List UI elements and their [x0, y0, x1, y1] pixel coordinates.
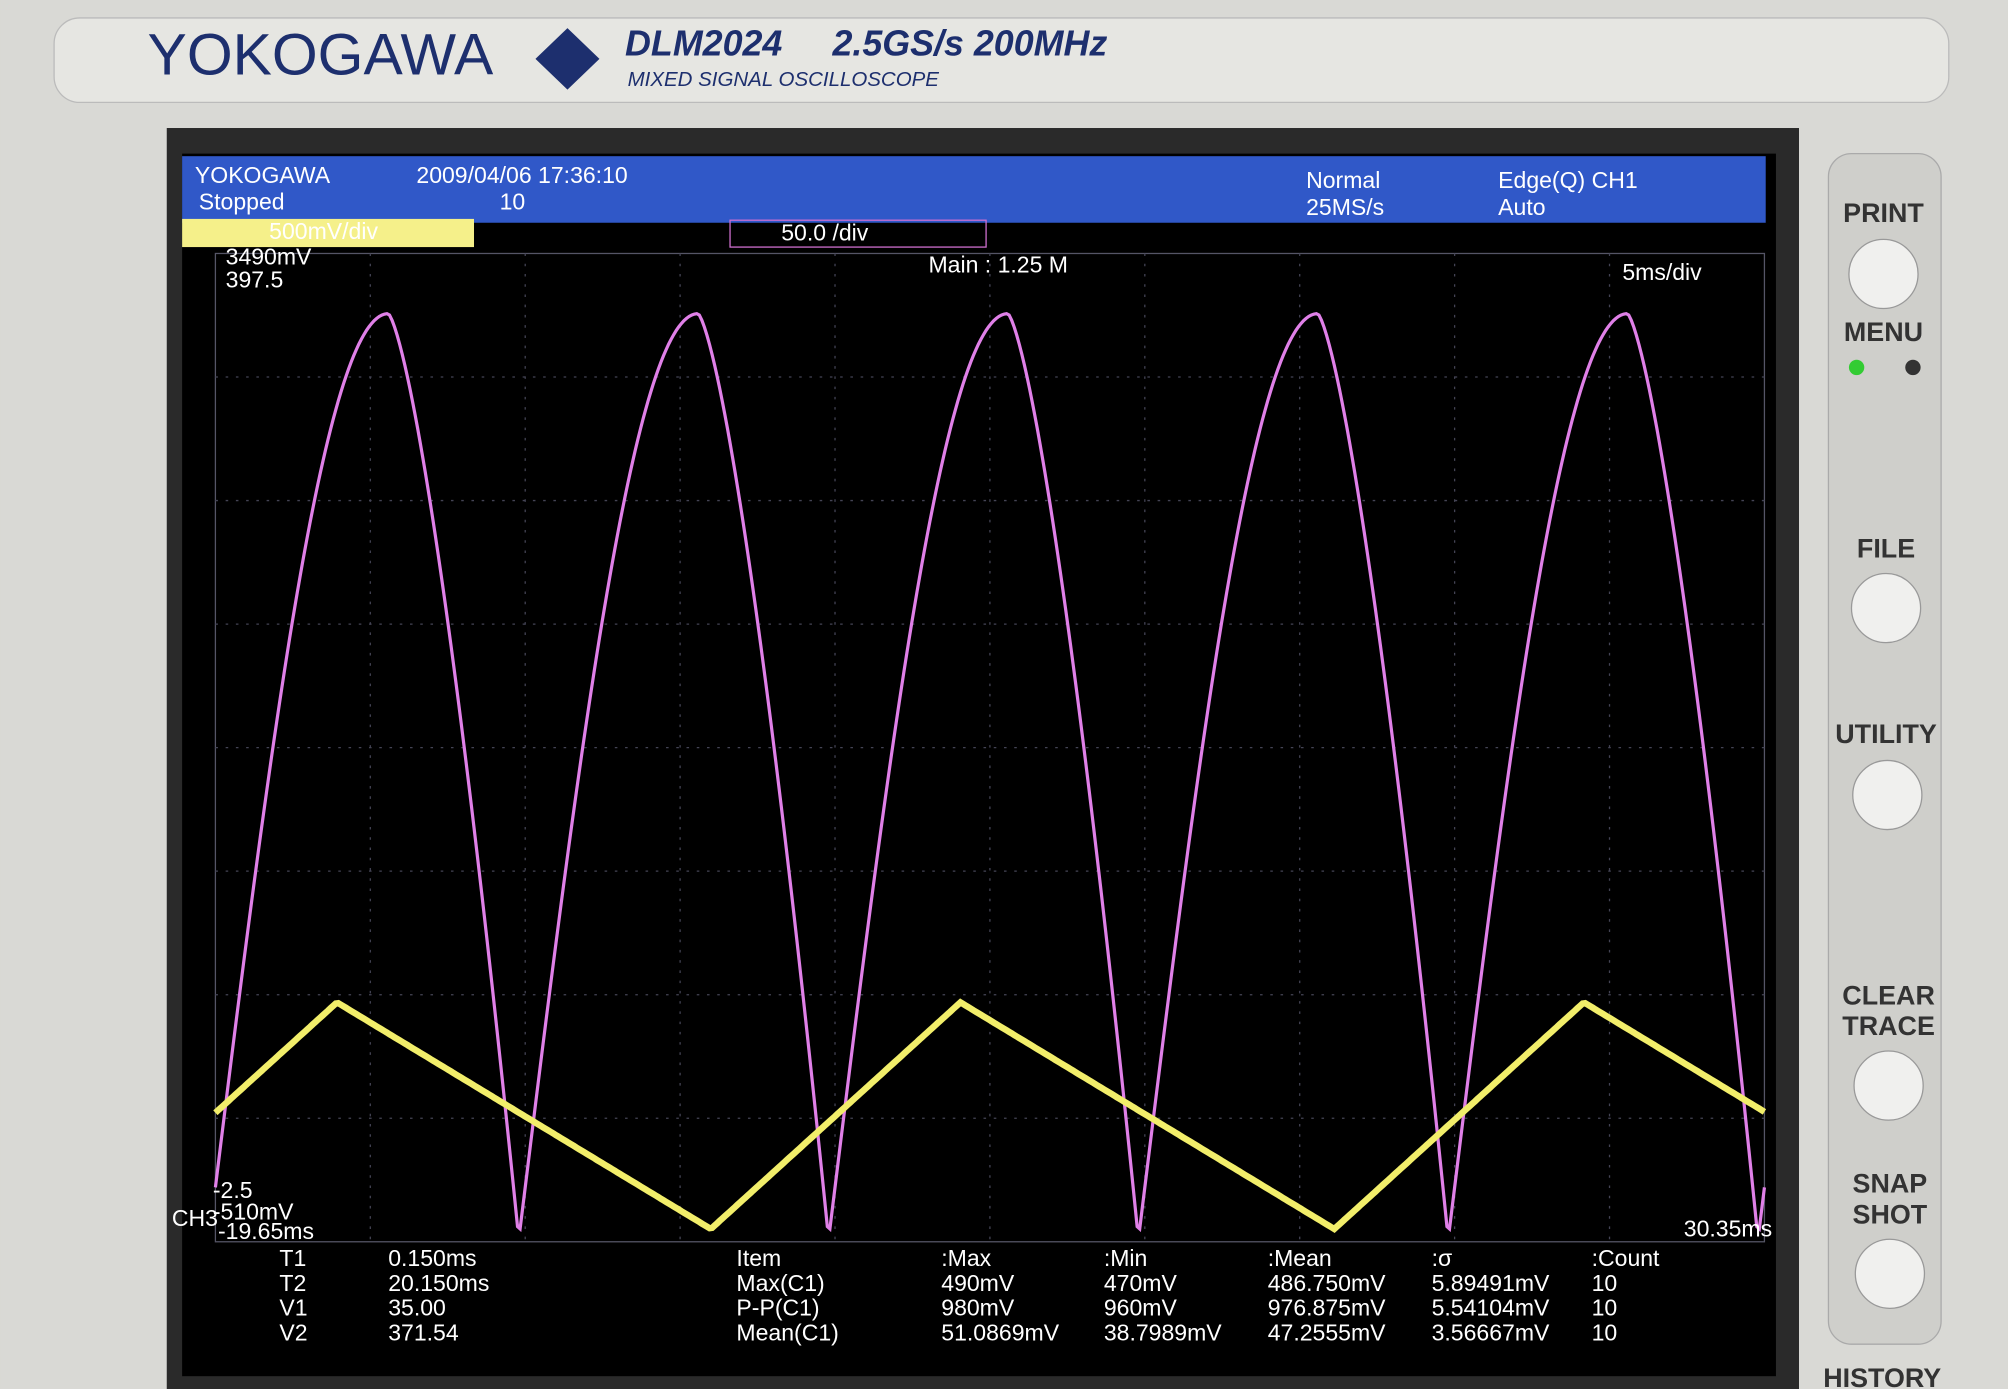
- stats-cell: P-P(C1): [736, 1295, 819, 1321]
- model: DLM2024: [625, 24, 782, 64]
- stats-cell: 470mV: [1104, 1270, 1178, 1296]
- spec: 2.5GS/s 200MHz: [831, 24, 1107, 64]
- stats-cell: 486.750mV: [1268, 1270, 1386, 1296]
- button-label: FILE: [1857, 534, 1915, 564]
- stats-header: :Min: [1104, 1245, 1148, 1271]
- ch3-trace: [213, 311, 1767, 1233]
- brand: YOKOGAWA: [148, 22, 494, 87]
- ch1-trace: [213, 998, 1767, 1233]
- button[interactable]: [1850, 572, 1922, 644]
- ch1-scale: 500mV/div: [269, 218, 378, 244]
- count: 10: [500, 189, 526, 215]
- led: [1848, 359, 1865, 376]
- stats-cell: 51.0869mV: [941, 1320, 1059, 1346]
- stats-cell: 5.54104mV: [1432, 1295, 1550, 1321]
- stats-cell: 3.56667mV: [1432, 1320, 1550, 1346]
- stats-cell: 490mV: [941, 1270, 1015, 1296]
- stats-cell: 47.2555mV: [1268, 1320, 1386, 1346]
- logo: [535, 28, 600, 90]
- stats-header: :σ: [1432, 1245, 1453, 1271]
- subtitle: MIXED SIGNAL OSCILLOSCOPE: [628, 68, 940, 91]
- button-panel: [1827, 152, 1942, 1345]
- stats-cell: 10: [1592, 1320, 1618, 1346]
- button[interactable]: [1848, 238, 1919, 310]
- button-label: SNAP: [1853, 1169, 1928, 1199]
- button-label: UTILITY: [1835, 719, 1937, 749]
- button-label: SHOT: [1853, 1199, 1928, 1229]
- stats-cell: 980mV: [941, 1295, 1015, 1321]
- cursor-cell: 35.00: [388, 1295, 446, 1321]
- button-label: CLEAR: [1842, 980, 1935, 1010]
- cursor-cell: 371.54: [388, 1320, 459, 1346]
- stats-cell: 10: [1592, 1295, 1618, 1321]
- screen: [182, 153, 1776, 1377]
- brand-strip: [53, 17, 1950, 104]
- status: Stopped: [199, 189, 285, 215]
- time-start: -19.65ms: [218, 1218, 314, 1244]
- header-bar: [182, 156, 1766, 223]
- cursor-cell: 0.150ms: [388, 1245, 476, 1271]
- button-label: HISTORY: [1823, 1363, 1941, 1389]
- cursor-cell: V2: [279, 1320, 307, 1346]
- cursor-cell: T1: [279, 1245, 306, 1271]
- button-label: MENU: [1844, 317, 1923, 347]
- trigger-mode: Auto: [1498, 194, 1545, 220]
- stats-header: :Count: [1592, 1245, 1660, 1271]
- button-label: TRACE: [1842, 1011, 1935, 1041]
- stats-header: Item: [736, 1245, 781, 1271]
- button[interactable]: [1852, 759, 1923, 831]
- stats-header: :Mean: [1268, 1245, 1332, 1271]
- cursor-cell: V1: [279, 1295, 307, 1321]
- stats-cell: 38.7989mV: [1104, 1320, 1222, 1346]
- stats-cell: 976.875mV: [1268, 1295, 1386, 1321]
- ch1-top: 3490mV: [226, 244, 312, 270]
- ch1-bottom: -510mV: [213, 1199, 294, 1225]
- mode: Normal: [1306, 167, 1380, 193]
- cursor-cell: T2: [279, 1270, 306, 1296]
- sample-rate: 25MS/s: [1306, 194, 1384, 220]
- cursor-cell: 20.150ms: [388, 1270, 489, 1296]
- stats-cell: 10: [1592, 1270, 1618, 1296]
- ch3-marker: CH3: [172, 1205, 218, 1231]
- ch3-top: 397.5: [226, 267, 284, 293]
- ch3-box: [729, 219, 987, 248]
- stats-cell: Max(C1): [736, 1270, 824, 1296]
- button[interactable]: [1854, 1238, 1926, 1309]
- stats-cell: 5.89491mV: [1432, 1270, 1550, 1296]
- trigger: Edge(Q) CH1: [1498, 167, 1638, 193]
- datetime: 2009/04/06 17:36:10: [416, 162, 627, 188]
- timebase: 5ms/div: [1622, 259, 1702, 285]
- stats-cell: Mean(C1): [736, 1320, 838, 1346]
- stats-cell: 960mV: [1104, 1295, 1178, 1321]
- button-label: PRINT: [1843, 198, 1924, 228]
- ch1-box: [182, 218, 475, 248]
- screen-brand: YOKOGAWA: [195, 162, 331, 188]
- record: Main : 1.25 M: [928, 251, 1068, 277]
- stats-header: :Max: [941, 1245, 991, 1271]
- ch3-scale: 50.0 /div: [781, 219, 869, 245]
- led: [1905, 359, 1921, 376]
- ch3-bottom: -2.5: [213, 1177, 253, 1203]
- button[interactable]: [1853, 1050, 1924, 1121]
- time-end: 30.35ms: [1684, 1215, 1772, 1241]
